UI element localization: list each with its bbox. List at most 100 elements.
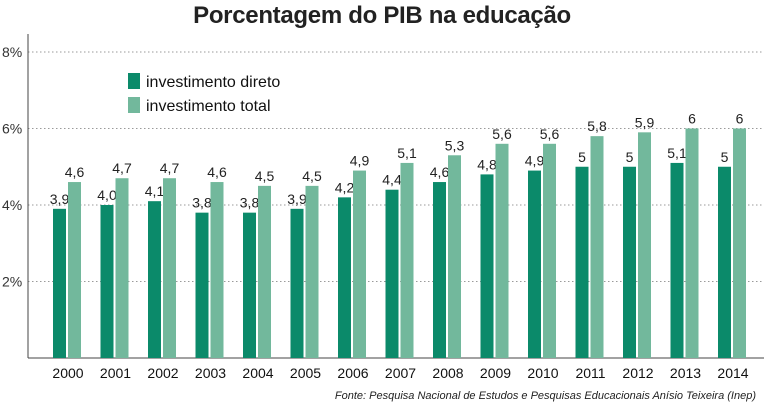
bar-investimento-direto bbox=[243, 212, 256, 358]
category-group: 4,2 4,9 2006 bbox=[335, 153, 370, 381]
bar-investimento-total bbox=[115, 178, 129, 358]
x-tick-label: 2011 bbox=[575, 365, 605, 381]
bar-investimento-direto bbox=[290, 208, 304, 358]
y-tick-label: 6% bbox=[2, 121, 22, 137]
x-tick-label: 2006 bbox=[337, 365, 368, 381]
bar-investimento-direto bbox=[100, 205, 114, 358]
bar-investimento-total bbox=[305, 185, 319, 358]
legend: investimento direto investimento total bbox=[128, 73, 280, 115]
x-tick-label: 2000 bbox=[52, 365, 83, 381]
data-label: 4,8 bbox=[477, 156, 497, 172]
legend-label: investimento total bbox=[146, 98, 271, 115]
data-label: 4,5 bbox=[255, 168, 275, 184]
legend-swatch bbox=[128, 73, 140, 89]
category-group: 4,6 5,3 2008 bbox=[430, 137, 465, 381]
x-tick-label: 2012 bbox=[622, 365, 653, 381]
data-label: 5 bbox=[626, 149, 634, 165]
data-label: 3,8 bbox=[240, 195, 260, 211]
category-group: 5 6 2014 bbox=[717, 111, 748, 382]
x-tick-label: 2010 bbox=[527, 365, 558, 381]
x-tick-label: 2002 bbox=[147, 365, 178, 381]
bar-investimento-total bbox=[638, 132, 651, 358]
data-label: 4,6 bbox=[430, 164, 450, 180]
bar-investimento-total bbox=[210, 182, 224, 358]
data-label: 6 bbox=[688, 111, 696, 127]
y-tick-label: 2% bbox=[2, 274, 22, 290]
bar-investimento-direto bbox=[385, 189, 399, 358]
bar-investimento-total bbox=[68, 182, 81, 358]
bar-investimento-direto bbox=[528, 170, 541, 358]
data-label: 4,7 bbox=[160, 160, 180, 176]
source-note: Fonte: Pesquisa Nacional de Estudos e Pe… bbox=[334, 390, 756, 402]
data-label: 3,9 bbox=[287, 191, 307, 207]
data-label: 4,9 bbox=[350, 153, 370, 169]
bar-investimento-total bbox=[448, 155, 461, 358]
y-tick-label: 8% bbox=[2, 44, 22, 60]
data-label: 4,7 bbox=[112, 160, 132, 176]
data-label: 4,0 bbox=[97, 187, 117, 203]
bar-investimento-direto bbox=[718, 166, 731, 358]
bar-investimento-total bbox=[353, 170, 366, 358]
data-label: 5 bbox=[721, 149, 729, 165]
category-group: 3,8 4,5 2004 bbox=[240, 168, 275, 381]
bar-investimento-total bbox=[400, 162, 414, 358]
category-group: 3,9 4,5 2005 bbox=[287, 168, 322, 381]
data-label: 5 bbox=[578, 149, 586, 165]
bar-investimento-direto bbox=[433, 182, 446, 358]
bar-investimento-direto bbox=[53, 208, 66, 358]
category-group: 4,8 5,6 2009 bbox=[477, 126, 512, 381]
bar-investimento-total bbox=[685, 128, 699, 358]
category-group: 4,1 4,7 2002 bbox=[145, 160, 180, 381]
bar-investimento-direto bbox=[195, 212, 209, 358]
bar-investimento-total bbox=[543, 143, 556, 358]
x-tick-label: 2013 bbox=[670, 365, 701, 381]
bar-investimento-direto bbox=[338, 197, 351, 358]
y-tick-label: 4% bbox=[2, 197, 22, 213]
data-label: 4,9 bbox=[525, 153, 545, 169]
data-label: 4,1 bbox=[145, 183, 165, 199]
x-tick-label: 2005 bbox=[290, 365, 321, 381]
x-tick-label: 2008 bbox=[432, 365, 463, 381]
data-label: 5,3 bbox=[445, 137, 465, 153]
data-label: 5,6 bbox=[540, 126, 560, 142]
bar-investimento-total bbox=[590, 136, 604, 358]
x-tick-label: 2004 bbox=[242, 365, 273, 381]
category-group: 3,8 4,6 2003 bbox=[192, 164, 227, 381]
bar-investimento-total bbox=[258, 185, 271, 358]
data-label: 5,8 bbox=[587, 118, 607, 134]
data-label: 5,9 bbox=[635, 114, 655, 130]
data-label: 3,8 bbox=[192, 195, 212, 211]
bar-investimento-direto bbox=[623, 166, 636, 358]
bar-investimento-direto bbox=[575, 166, 589, 358]
category-group: 4,4 5,1 2007 bbox=[382, 145, 417, 381]
bar-investimento-direto bbox=[670, 162, 684, 358]
x-tick-label: 2007 bbox=[385, 365, 416, 381]
category-group: 5,1 6 2013 bbox=[667, 111, 701, 382]
bar-investimento-direto bbox=[148, 201, 161, 358]
x-tick-label: 2009 bbox=[480, 365, 511, 381]
data-label: 4,6 bbox=[207, 164, 227, 180]
bar-investimento-total bbox=[733, 128, 746, 358]
x-tick-label: 2014 bbox=[717, 365, 748, 381]
data-label: 4,4 bbox=[382, 172, 402, 188]
data-label: 4,6 bbox=[65, 164, 85, 180]
legend-label: investimento direto bbox=[146, 74, 280, 91]
bar-investimento-total bbox=[495, 143, 509, 358]
legend-swatch bbox=[128, 97, 140, 113]
data-label: 5,1 bbox=[667, 145, 687, 161]
bar-investimento-direto bbox=[480, 174, 494, 358]
category-group: 5 5,9 2012 bbox=[622, 114, 654, 381]
data-label: 5,6 bbox=[492, 126, 512, 142]
data-label: 4,2 bbox=[335, 179, 355, 195]
category-group: 3,9 4,6 2000 bbox=[50, 164, 85, 381]
category-group: 55,8 2011 bbox=[575, 118, 606, 381]
data-label: 6 bbox=[736, 111, 744, 127]
chart-title: Porcentagem do PIB na educação bbox=[193, 2, 571, 29]
data-label: 4,5 bbox=[302, 168, 322, 184]
data-label: 3,9 bbox=[50, 191, 70, 207]
bar-investimento-total bbox=[163, 178, 176, 358]
x-tick-label: 2001 bbox=[100, 365, 131, 381]
bars-layer: 3,9 4,6 2000 4,0 4,7 2001 4,1 4,7 2002 3,8 4,6 2003… bbox=[50, 111, 749, 382]
data-label: 5,1 bbox=[397, 145, 417, 161]
